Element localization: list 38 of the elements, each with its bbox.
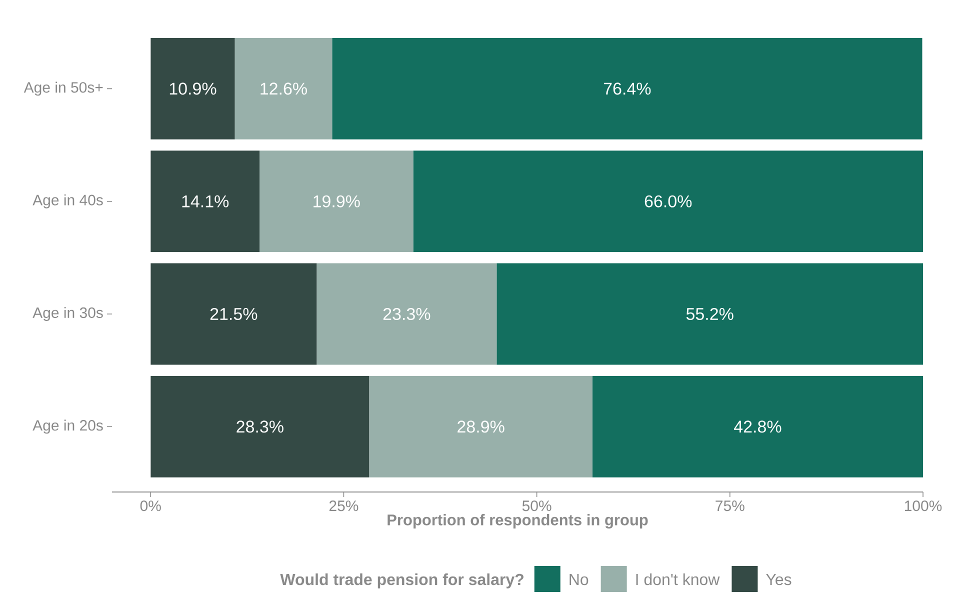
bar: [413, 150, 924, 252]
data-label: 42.8%: [734, 420, 782, 433]
data-label: 10.9%: [170, 82, 216, 95]
data-label: 23.3%: [383, 308, 430, 320]
data-label: 19.9%: [314, 195, 360, 208]
data-label: 14.1%: [182, 195, 229, 208]
bar: [316, 263, 497, 365]
y-tick-label: Age in 50s+: [24, 82, 103, 96]
x-axis-title: Proportion of respondents in group: [388, 514, 648, 529]
data-label: 76.4%: [604, 82, 651, 95]
bar: [150, 263, 317, 365]
x-tick-label: 25%: [329, 500, 358, 512]
data-label: 21.5%: [210, 308, 258, 320]
bar: [150, 38, 235, 140]
y-tick-label: Age in 30s: [32, 307, 103, 321]
bar: [150, 376, 370, 478]
legend-label: I don't know: [636, 573, 720, 586]
data-label: 55.2%: [686, 308, 734, 320]
x-tick-label: 50%: [522, 500, 552, 512]
bar: [496, 263, 924, 365]
x-tick-label: 100%: [904, 500, 942, 512]
x-tick-label: 75%: [716, 500, 744, 512]
data-label: 28.3%: [236, 420, 284, 433]
legend-label: Yes: [766, 574, 792, 586]
legend-label: No: [570, 574, 588, 586]
bar: [369, 376, 592, 478]
legend-title: Would trade pension for salary?: [280, 573, 524, 588]
bar: [234, 38, 332, 140]
bar: [150, 150, 260, 252]
data-label: 28.9%: [458, 420, 504, 433]
bar: [332, 38, 922, 140]
data-label: 66.0%: [644, 195, 692, 208]
y-tick-label: Age in 40s: [32, 194, 103, 208]
data-label: 12.6%: [260, 82, 307, 95]
bar: [592, 376, 924, 478]
y-tick-label: Age in 20s: [32, 420, 103, 434]
x-tick-label: 0%: [140, 500, 161, 512]
bar: [260, 150, 414, 252]
